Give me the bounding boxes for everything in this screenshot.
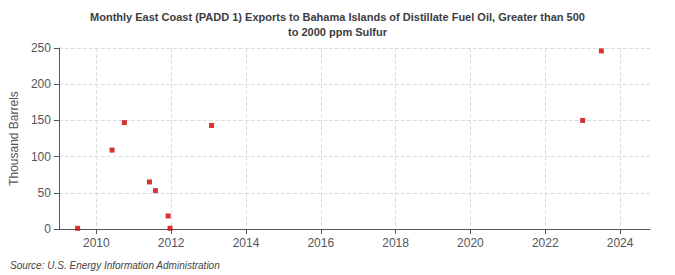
svg-text:2012: 2012 [158,236,185,250]
svg-text:2016: 2016 [307,236,334,250]
svg-text:to 2000 ppm Sulfur: to 2000 ppm Sulfur [288,26,388,38]
svg-text:2022: 2022 [532,236,559,250]
svg-text:50: 50 [38,186,52,200]
svg-text:100: 100 [31,150,51,164]
svg-text:200: 200 [31,77,51,91]
svg-text:2018: 2018 [382,236,409,250]
svg-text:2024: 2024 [607,236,634,250]
svg-text:150: 150 [31,113,51,127]
svg-text:2020: 2020 [457,236,484,250]
svg-text:0: 0 [44,222,51,236]
svg-text:2010: 2010 [83,236,110,250]
svg-text:Monthly East Coast (PADD 1) Ex: Monthly East Coast (PADD 1) Exports to B… [90,11,585,23]
svg-text:Source: U.S. Energy Informatio: Source: U.S. Energy Information Administ… [10,260,220,271]
svg-text:2014: 2014 [233,236,260,250]
svg-text:Thousand Barrels: Thousand Barrels [7,91,21,186]
svg-text:250: 250 [31,41,51,55]
